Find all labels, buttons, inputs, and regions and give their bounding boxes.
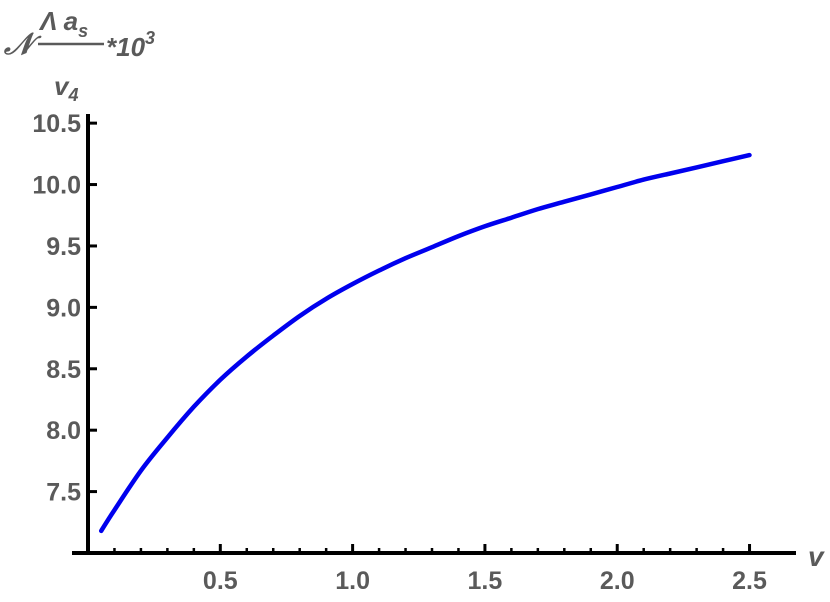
x-tick-label: 2.5 [732,567,767,595]
y-axis-title-suffix: *103 [106,28,155,62]
y-tick-label: 8.5 [46,356,81,384]
y-tick-label: 7.5 [46,479,81,507]
x-tick-label: 0.5 [203,567,238,595]
y-tick-label: 10.0 [32,172,81,200]
x-tick-label: 1.0 [335,567,370,595]
y-tick-label: 9.0 [46,294,81,322]
axis-ticks [88,121,752,553]
y-axis-title: 𝒩 Λ as v4 *103 [3,6,155,105]
y-tick-label: 10.5 [32,110,81,138]
series-line [98,152,752,534]
x-tick-label: 2.0 [600,567,635,595]
y-axis-title-numerator: Λ as [38,6,88,41]
y-tick-label: 8.0 [46,417,81,445]
y-axis-title-denominator: v4 [54,71,78,105]
x-axis-title: v [808,541,825,572]
y-tick-label: 9.5 [46,233,81,261]
y-axis-title-prefix: 𝒩 [3,28,42,61]
tick-labels: 0.5 1.0 1.5 2.0 2.5 7.5 8.0 8.5 9.0 9.5 10.0 10.5 [32,110,767,595]
series-layer [98,152,752,534]
x-tick-label: 1.5 [468,567,503,595]
